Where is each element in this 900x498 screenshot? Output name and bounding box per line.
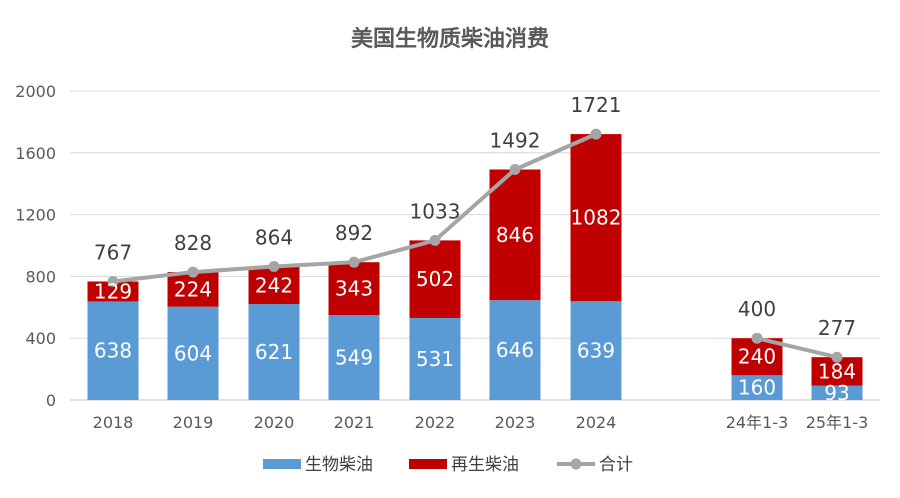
chart-title: 美国生物质柴油消费 bbox=[351, 26, 549, 52]
bar-biodiesel bbox=[167, 306, 219, 400]
total-label: 1721 bbox=[571, 93, 622, 117]
bar-label-biodiesel: 638 bbox=[94, 339, 132, 363]
bar-label-biodiesel: 604 bbox=[174, 341, 212, 365]
x-category-label: 2022 bbox=[415, 413, 456, 432]
total-line bbox=[107, 128, 843, 363]
bar-renewable-diesel bbox=[87, 281, 139, 302]
x-category-label: 2021 bbox=[334, 413, 375, 432]
bar-label-renewable-diesel: 1082 bbox=[571, 206, 622, 230]
bar-label-biodiesel: 549 bbox=[335, 346, 373, 370]
total-point bbox=[429, 234, 441, 246]
total-point bbox=[107, 275, 119, 287]
data-labels: 638 129 604 224 621 242 549 343 531 502 646 846 639 1… bbox=[94, 93, 856, 405]
bar-label-renewable-diesel: 343 bbox=[335, 277, 373, 301]
bar-biodiesel bbox=[328, 315, 380, 400]
bar-label-renewable-diesel: 502 bbox=[416, 267, 454, 291]
legend-label-total: 合计 bbox=[599, 455, 633, 475]
x-axis-categories: 2018 2019 2020 2021 2022 2023 2024 24年1-3 25年1-3 bbox=[93, 413, 869, 432]
total-label: 767 bbox=[94, 240, 132, 264]
bar-biodiesel bbox=[489, 300, 541, 400]
bar-label-renewable-diesel: 846 bbox=[496, 223, 534, 247]
y-tick-label: 0 bbox=[46, 391, 56, 410]
total-label: 1033 bbox=[410, 199, 461, 223]
bar-label-renewable-diesel: 129 bbox=[94, 279, 132, 303]
y-axis-ticks: 0 400 800 1200 1600 2000 bbox=[15, 82, 56, 410]
y-tick-label: 1200 bbox=[15, 206, 56, 225]
bar-label-biodiesel: 160 bbox=[738, 376, 776, 400]
bar-biodiesel bbox=[409, 317, 461, 400]
y-tick-label: 2000 bbox=[15, 82, 56, 101]
total-point bbox=[831, 351, 843, 363]
y-tick-label: 800 bbox=[25, 267, 56, 286]
bar-renewable-diesel bbox=[409, 240, 461, 318]
bar-biodiesel bbox=[87, 301, 139, 400]
total-label: 828 bbox=[174, 231, 212, 255]
bar-biodiesel bbox=[248, 304, 300, 400]
bar-renewable-diesel bbox=[328, 262, 380, 316]
bar-label-renewable-diesel: 184 bbox=[818, 359, 856, 383]
x-category-label: 2020 bbox=[254, 413, 295, 432]
bars bbox=[87, 134, 863, 400]
bar-biodiesel bbox=[731, 375, 783, 400]
legend-label-renewable-diesel: 再生柴油 bbox=[451, 455, 519, 475]
total-point bbox=[348, 256, 360, 268]
legend-swatch-renewable-diesel bbox=[409, 459, 447, 469]
x-category-label: 25年1-3 bbox=[806, 413, 869, 432]
x-category-label: 2023 bbox=[495, 413, 536, 432]
total-label: 864 bbox=[255, 226, 293, 250]
x-category-label: 24年1-3 bbox=[726, 413, 789, 432]
legend: 生物柴油 再生柴油 合计 bbox=[263, 455, 633, 475]
x-category-label: 2024 bbox=[576, 413, 617, 432]
bar-renewable-diesel bbox=[731, 338, 783, 376]
total-label: 1492 bbox=[490, 128, 541, 152]
total-point bbox=[751, 332, 763, 344]
legend-label-biodiesel: 生物柴油 bbox=[305, 455, 373, 475]
total-line-segment bbox=[756, 336, 838, 360]
bar-label-renewable-diesel: 242 bbox=[255, 273, 293, 297]
x-category-label: 2019 bbox=[173, 413, 214, 432]
total-label: 400 bbox=[738, 297, 776, 321]
bar-label-biodiesel: 646 bbox=[496, 338, 534, 362]
bar-renewable-diesel bbox=[489, 169, 541, 301]
total-point bbox=[268, 261, 280, 273]
legend-swatch-biodiesel bbox=[263, 459, 301, 469]
bar-label-renewable-diesel: 224 bbox=[174, 277, 212, 301]
total-label: 277 bbox=[818, 316, 856, 340]
legend-marker-total bbox=[570, 458, 582, 470]
bar-label-renewable-diesel: 240 bbox=[738, 345, 776, 369]
bar-label-biodiesel: 93 bbox=[824, 381, 849, 405]
total-point bbox=[590, 128, 602, 140]
total-label: 892 bbox=[335, 221, 373, 245]
bar-renewable-diesel bbox=[167, 272, 219, 307]
bar-renewable-diesel bbox=[248, 266, 300, 305]
bar-biodiesel bbox=[570, 301, 622, 400]
bar-label-biodiesel: 639 bbox=[577, 339, 615, 363]
total-point bbox=[187, 266, 199, 278]
y-tick-label: 400 bbox=[25, 329, 56, 348]
y-tick-label: 1600 bbox=[15, 144, 56, 163]
x-category-label: 2018 bbox=[93, 413, 134, 432]
bar-biodiesel bbox=[811, 385, 863, 400]
total-point bbox=[509, 163, 521, 175]
bar-renewable-diesel bbox=[570, 134, 622, 302]
bar-label-biodiesel: 531 bbox=[416, 347, 454, 371]
bar-label-biodiesel: 621 bbox=[255, 340, 293, 364]
